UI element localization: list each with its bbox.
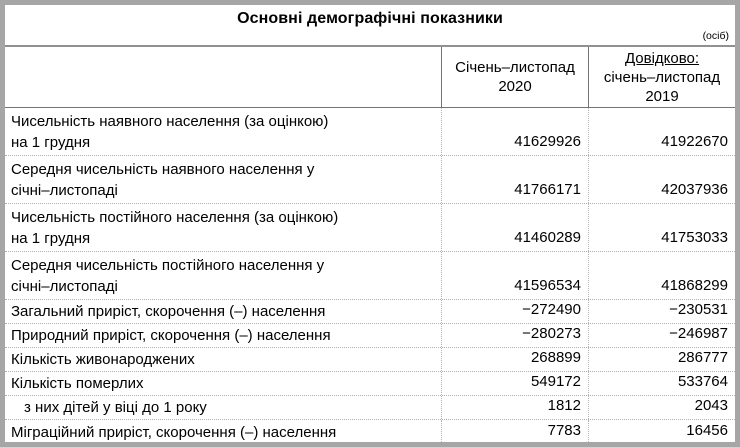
value-2020-cell: 41766171 [441, 156, 588, 203]
indicator-label-cell: Природний приріст, скорочення (–) населе… [5, 324, 441, 347]
indicator-label-line2: січні–листопаді [11, 277, 118, 295]
table-body: Чисельність наявного населення (за оцінк… [5, 108, 735, 442]
value-2020-cell: 41460289 [441, 204, 588, 251]
indicator-label-line1: Середня чисельність наявного населення у [11, 160, 315, 178]
value-2019-cell: 16456 [588, 420, 735, 442]
table-row: Природний приріст, скорочення (–) населе… [5, 324, 735, 348]
value-2019-cell: 41753033 [588, 204, 735, 251]
unit-note: (осіб) [702, 30, 729, 42]
header-2020-year: 2020 [498, 78, 532, 95]
header-2020-column: Січень–листопад 2020 [441, 47, 588, 107]
table-row: Міграційний приріст, скорочення (–) насе… [5, 420, 735, 442]
value-2019-cell: 41922670 [588, 108, 735, 155]
table-row: Середня чисельність постійного населення… [5, 252, 735, 300]
header-2019-year: 2019 [645, 87, 679, 105]
value-2020-cell: −280273 [441, 324, 588, 347]
header-2019-column: Довідково: січень–листопад 2019 [588, 47, 735, 107]
value-2020-cell: 41629926 [441, 108, 588, 155]
value-2019-cell: 41868299 [588, 252, 735, 299]
value-2020-cell: 268899 [441, 348, 588, 371]
indicator-label-line1: Загальний приріст, скорочення (–) населе… [11, 303, 326, 320]
value-2019-cell: 533764 [588, 372, 735, 395]
indicator-label-line1: Міграційний приріст, скорочення (–) насе… [11, 423, 337, 441]
header-indicator-column [5, 47, 441, 107]
table-row: Кількість живонароджених 268899 286777 [5, 348, 735, 372]
page-title: Основні демографічні показники [237, 10, 503, 27]
value-2019-cell: 42037936 [588, 156, 735, 203]
indicator-label-cell: Чисельність постійного населення (за оці… [5, 204, 441, 251]
title-block: Основні демографічні показники (осіб) [5, 5, 735, 47]
indicator-label-cell: Середня чисельність наявного населення у… [5, 156, 441, 203]
value-2019-cell: −246987 [588, 324, 735, 347]
value-2020-cell: 7783 [441, 420, 588, 442]
table-header-row: Січень–листопад 2020 Довідково: січень–л… [5, 47, 735, 108]
header-2019-period: січень–листопад [603, 68, 721, 86]
indicator-label-line1: з них дітей у віці до 1 року [24, 399, 207, 416]
value-2020-cell: 549172 [441, 372, 588, 395]
value-2020-cell: 41596534 [441, 252, 588, 299]
indicator-label-line2: на 1 грудня [11, 133, 91, 151]
value-2020-cell: −272490 [441, 300, 588, 323]
indicator-label-cell: Міграційний приріст, скорочення (–) насе… [5, 420, 441, 442]
value-2019-cell: −230531 [588, 300, 735, 323]
indicator-label-line1: Чисельність наявного населення (за оцінк… [11, 112, 329, 130]
indicator-label-cell: Кількість живонароджених [5, 348, 441, 371]
indicator-label-line1: Кількість живонароджених [11, 351, 195, 368]
indicator-label-cell: Чисельність наявного населення (за оцінк… [5, 108, 441, 155]
indicator-label-line1: Середня чисельність постійного населення… [11, 256, 325, 274]
indicator-label-line1: Природний приріст, скорочення (–) населе… [11, 327, 331, 344]
value-2019-cell: 286777 [588, 348, 735, 371]
table-row: Чисельність постійного населення (за оці… [5, 204, 735, 252]
header-2020-period: Січень–листопад [455, 59, 575, 76]
indicator-label-cell: Загальний приріст, скорочення (–) населе… [5, 300, 441, 323]
table-row: Загальний приріст, скорочення (–) населе… [5, 300, 735, 324]
table-row: Кількість померлих 549172 533764 [5, 372, 735, 396]
indicator-label-line1: Кількість померлих [11, 375, 144, 392]
value-2020-cell: 1812 [441, 396, 588, 419]
table-row: Чисельність наявного населення (за оцінк… [5, 108, 735, 156]
indicator-label-line2: на 1 грудня [11, 229, 91, 247]
indicator-label-cell: Кількість померлих [5, 372, 441, 395]
indicator-label-cell: Середня чисельність постійного населення… [5, 252, 441, 299]
indicator-label-line2: січні–листопаді [11, 181, 118, 199]
indicator-label-cell: з них дітей у віці до 1 року [5, 396, 441, 419]
header-reference-label: Довідково: [624, 49, 700, 67]
table-row: Середня чисельність наявного населення у… [5, 156, 735, 204]
table-row: з них дітей у віці до 1 року 1812 2043 [5, 396, 735, 420]
value-2019-cell: 2043 [588, 396, 735, 419]
indicator-label-line1: Чисельність постійного населення (за оці… [11, 208, 339, 226]
